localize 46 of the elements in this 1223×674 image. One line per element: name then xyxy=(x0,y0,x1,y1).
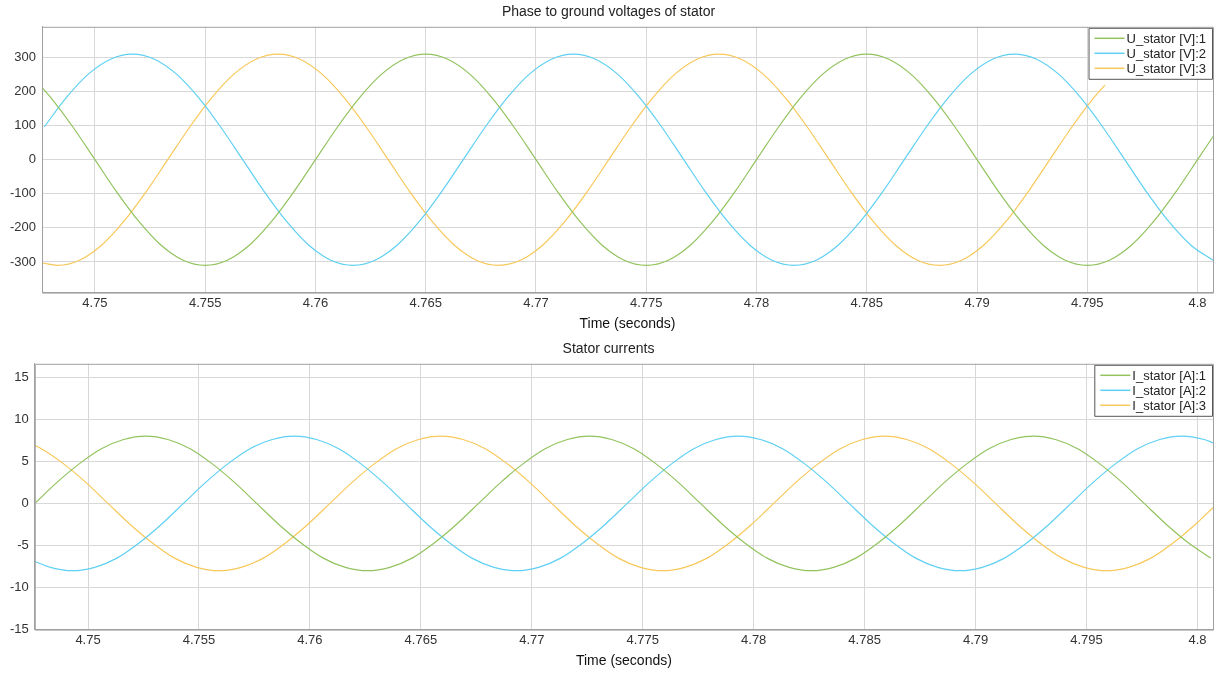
y-tick-label: 100 xyxy=(14,117,37,133)
legend-label: U_stator [V]:3 xyxy=(1126,60,1207,76)
y-tick-label: 0 xyxy=(28,151,37,167)
chart-title: Stator currents xyxy=(562,340,655,357)
x-tick-label: 4.775 xyxy=(629,294,663,310)
x-tick-label: 4.77 xyxy=(523,294,549,310)
y-tick-label: 15 xyxy=(14,368,29,384)
x-tick-label: 4.77 xyxy=(519,631,545,647)
x-tick-label: 4.785 xyxy=(848,631,881,647)
legend-label: I_stator [A]:2 xyxy=(1132,382,1206,398)
x-tick-label: 4.75 xyxy=(75,631,101,647)
y-tick-label: 5 xyxy=(21,452,29,468)
x-axis-title: Time (seconds) xyxy=(575,652,672,669)
y-tick-label: -200 xyxy=(9,219,37,235)
y-tick-label: 200 xyxy=(14,83,37,99)
x-tick-label: 4.8 xyxy=(1188,294,1207,310)
x-tick-label: 4.8 xyxy=(1188,631,1207,647)
x-tick-label: 4.785 xyxy=(850,294,884,310)
x-tick-label: 4.795 xyxy=(1071,294,1104,310)
y-tick-label: -5 xyxy=(17,537,29,553)
x-tick-label: 4.765 xyxy=(404,631,438,647)
y-tick-label: 0 xyxy=(21,495,29,511)
x-tick-label: 4.78 xyxy=(741,631,767,647)
x-tick-label: 4.76 xyxy=(302,294,329,310)
x-tick-label: 4.79 xyxy=(964,294,990,310)
legend-label: I_stator [A]:3 xyxy=(1132,397,1206,413)
y-tick-label: 10 xyxy=(14,410,29,426)
y-tick-label: -300 xyxy=(9,253,37,269)
legend-label: U_stator [V]:1 xyxy=(1126,30,1207,46)
legend-label: U_stator [V]:2 xyxy=(1126,45,1207,61)
x-tick-label: 4.775 xyxy=(626,631,660,647)
y-tick-label: -15 xyxy=(9,621,29,637)
x-axis-title: Time (seconds) xyxy=(579,315,676,332)
x-tick-label: 4.75 xyxy=(82,294,108,310)
x-tick-label: 4.76 xyxy=(297,631,323,647)
x-tick-label: 4.755 xyxy=(182,631,216,647)
y-tick-label: -100 xyxy=(9,185,37,201)
legend-label: I_stator [A]:1 xyxy=(1132,367,1206,383)
x-tick-label: 4.795 xyxy=(1070,631,1103,647)
x-tick-label: 4.79 xyxy=(962,631,989,647)
y-tick-label: -10 xyxy=(9,579,29,595)
chart-title: Phase to ground voltages of stator xyxy=(501,3,716,20)
x-tick-label: 4.78 xyxy=(743,294,770,310)
x-tick-label: 4.765 xyxy=(409,294,442,310)
y-tick-label: 300 xyxy=(14,49,37,65)
x-tick-label: 4.755 xyxy=(188,294,222,310)
